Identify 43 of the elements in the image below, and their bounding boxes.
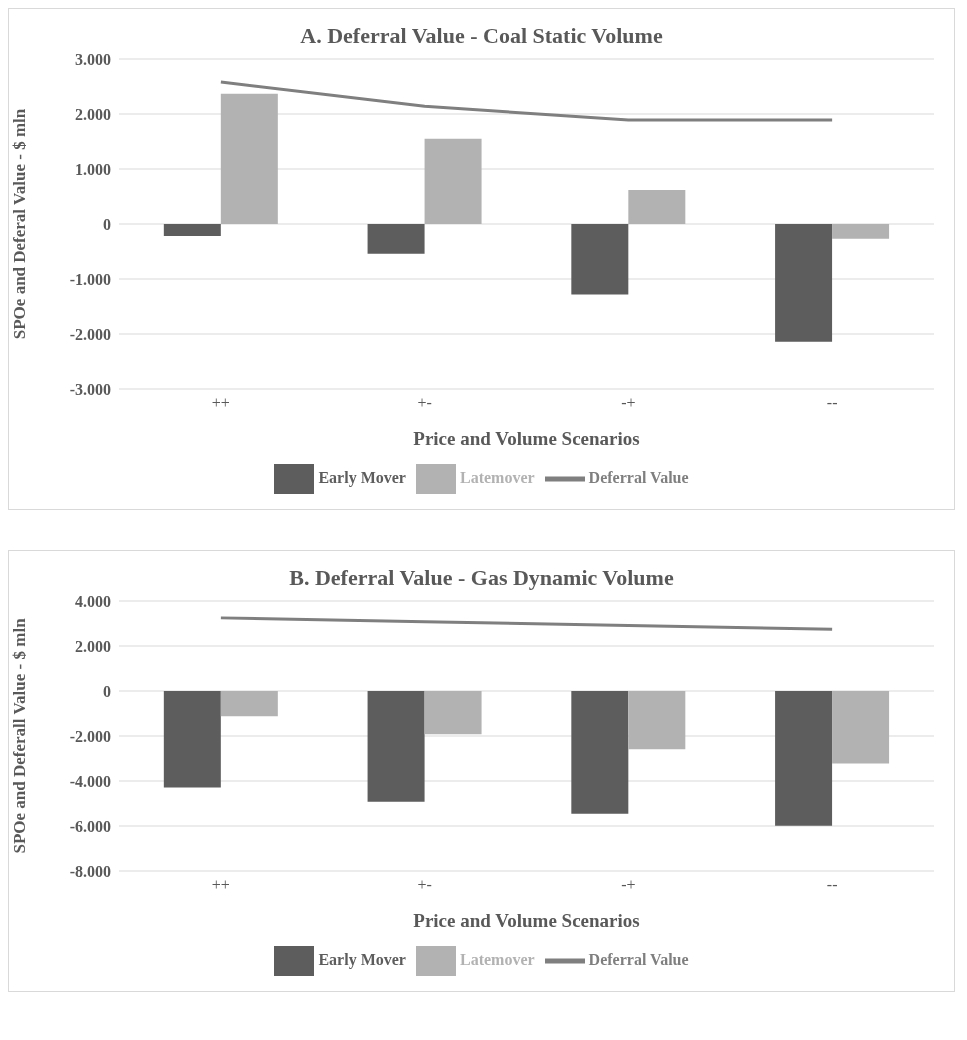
y-tick-label: -6.000 (69, 817, 111, 835)
bar (571, 224, 629, 295)
bar (628, 189, 686, 224)
y-tick-label: 1.000 (75, 160, 111, 178)
legend-label: Early Mover (318, 950, 406, 968)
y-tick-label: 2.000 (75, 637, 111, 655)
legend-label: Early Mover (318, 468, 406, 486)
bar (832, 224, 890, 239)
chart-title: A. Deferral Value - Coal Static Volume (299, 22, 664, 49)
x-axis-title: Price and Volume Scenarios (413, 910, 640, 931)
y-tick-label: 4.000 (75, 592, 111, 610)
y-tick-label: 3.000 (75, 50, 111, 68)
x-tick-label: -- (826, 876, 838, 894)
y-tick-label: -1.000 (69, 270, 111, 288)
x-tick-label: +- (417, 394, 432, 412)
y-tick-label: 2.000 (75, 105, 111, 123)
y-axis-title: SPOe and Deferal Value - $ mln (10, 108, 30, 340)
y-tick-label: 0 (103, 215, 111, 233)
y-tick-label: -3.000 (69, 380, 111, 398)
x-axis-title: Price and Volume Scenarios (413, 428, 640, 449)
x-tick-label: ++ (211, 876, 230, 894)
legend-label: Latemover (459, 950, 535, 968)
x-tick-label: +- (417, 876, 432, 894)
legend-label: Latemover (459, 468, 535, 486)
x-tick-label: -+ (621, 394, 636, 412)
bar (424, 138, 482, 224)
x-tick-label: -+ (621, 876, 636, 894)
x-tick-label: ++ (211, 394, 230, 412)
x-tick-label: -- (826, 394, 838, 412)
chart-title: B. Deferral Value - Gas Dynamic Volume (288, 564, 675, 591)
y-tick-label: -2.000 (69, 727, 111, 745)
y-tick-label: -2.000 (69, 325, 111, 343)
y-axis-title: SPOe and Deferall Value - $ mln (10, 617, 30, 854)
y-tick-label: -8.000 (69, 862, 111, 880)
line-series (219, 616, 834, 631)
bar (367, 224, 425, 254)
bar (775, 224, 833, 342)
legend-label: Deferral Value (588, 950, 689, 968)
y-tick-label: -4.000 (69, 772, 111, 790)
y-tick-label: 0 (103, 682, 111, 700)
bar (220, 93, 278, 224)
bar (163, 224, 221, 237)
legend-label: Deferral Value (588, 468, 689, 486)
